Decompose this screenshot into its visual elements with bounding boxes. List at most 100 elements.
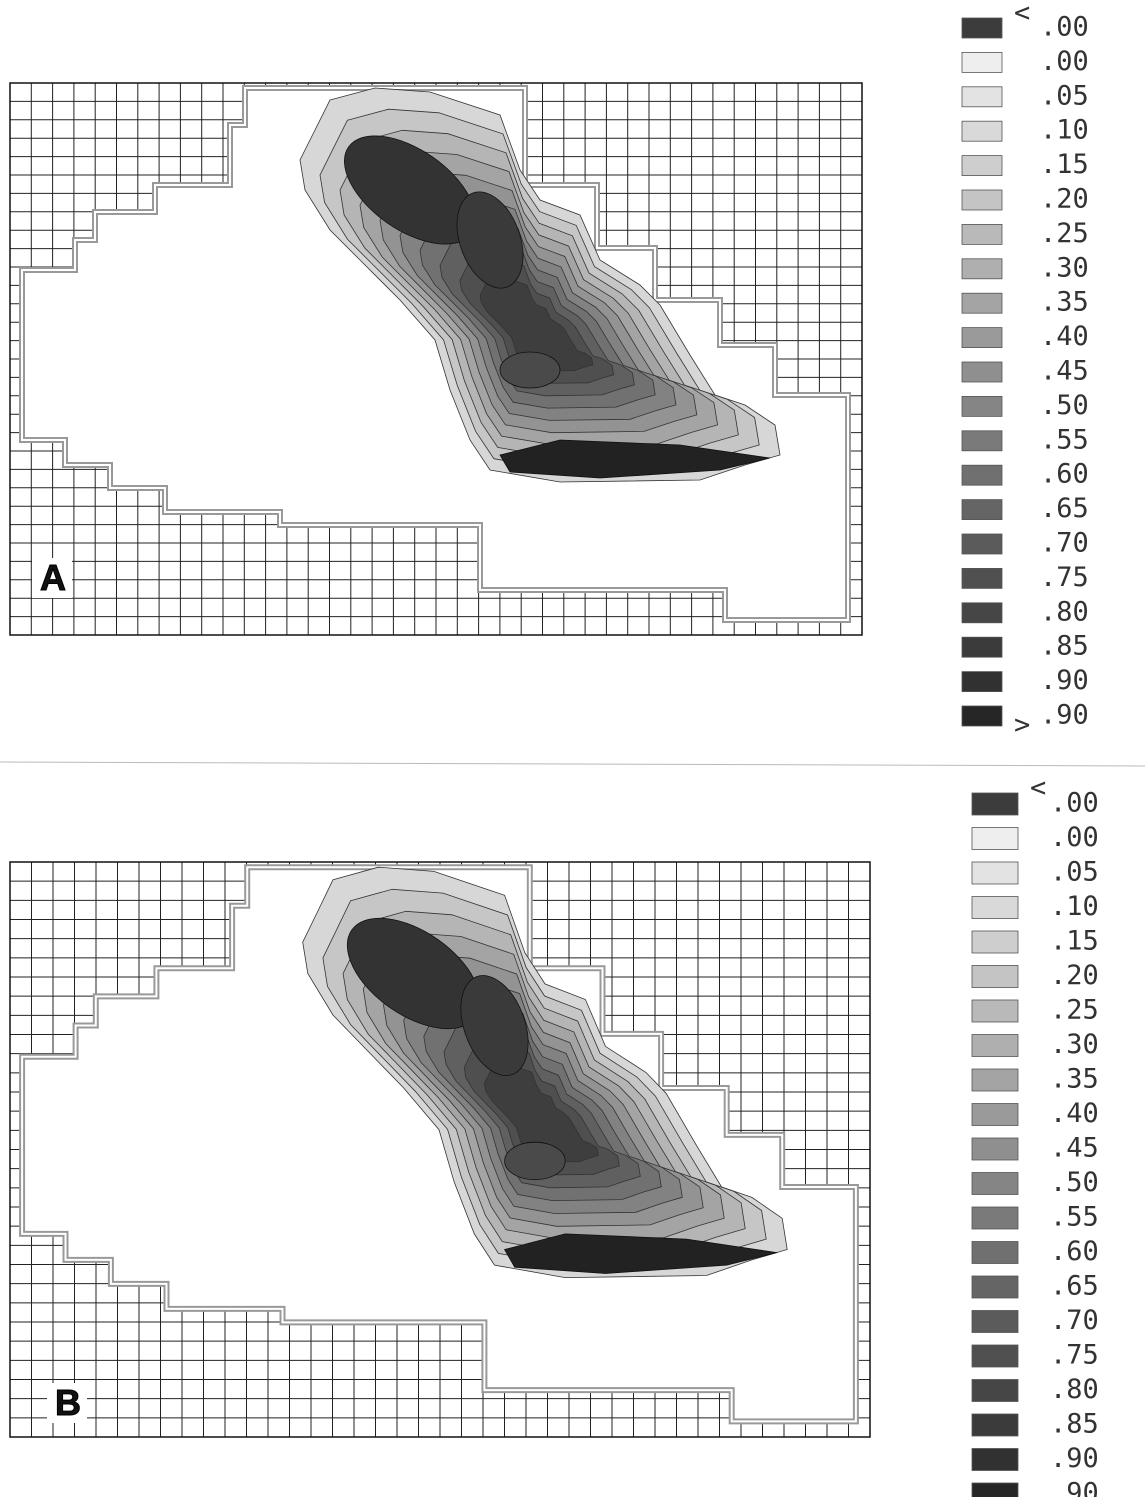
- contour-core: [503, 1233, 778, 1274]
- legend-swatch: [971, 1310, 1019, 1333]
- legend-label: .75: [1050, 1340, 1099, 1371]
- legend-label: .55: [1050, 1202, 1099, 1233]
- legend-label: .45: [1040, 356, 1089, 387]
- legend-label: .50: [1040, 390, 1089, 421]
- legend-swatch: [961, 189, 1003, 211]
- legend-label: .45: [1050, 1133, 1099, 1164]
- legend-label: .70: [1050, 1305, 1099, 1336]
- legend-label: .20: [1040, 184, 1089, 215]
- legend-swatch: [971, 1172, 1019, 1195]
- legend-label: .65: [1040, 493, 1089, 524]
- legend-swatch: [961, 86, 1003, 108]
- legend-swatch: [971, 792, 1019, 816]
- legend-label: .25: [1050, 995, 1099, 1026]
- map-frame: [9, 861, 871, 1438]
- legend-label: .15: [1050, 926, 1099, 957]
- legend-label: .15: [1040, 149, 1089, 180]
- legend-label: .85: [1050, 1409, 1099, 1440]
- contour-band: [483, 1065, 599, 1163]
- legend-marker: <: [1030, 773, 1046, 804]
- legend-swatch: [961, 223, 1003, 245]
- legend-swatch: [961, 533, 1003, 555]
- legend-label: .10: [1040, 115, 1089, 146]
- legend-swatch: [971, 1068, 1019, 1092]
- legend-swatch: [961, 155, 1003, 177]
- legend-label: .40: [1040, 321, 1089, 352]
- legend-label: .75: [1040, 562, 1089, 593]
- legend-swatch: [961, 568, 1003, 589]
- legend-label: .90: [1040, 700, 1089, 731]
- legend-label: .35: [1040, 287, 1089, 318]
- legend-label: .50: [1050, 1167, 1099, 1198]
- legend-label: .90: [1050, 1478, 1099, 1497]
- legend-swatch: [961, 499, 1003, 521]
- legend-swatch: [971, 999, 1019, 1023]
- legend-swatch: [961, 602, 1003, 624]
- map-panel: A: [9, 82, 863, 636]
- legend-swatch: [971, 896, 1019, 919]
- legend-label: .00: [1050, 788, 1099, 819]
- legend-marker: >: [1030, 1489, 1046, 1497]
- legend-swatch: [971, 1275, 1019, 1299]
- legend-swatch: [961, 17, 1003, 39]
- legend-label: .70: [1040, 528, 1089, 559]
- legend-swatch: [961, 292, 1003, 314]
- contour-core: [499, 351, 561, 389]
- legend-swatch: [961, 430, 1003, 452]
- legend-label: .20: [1050, 960, 1099, 991]
- map-frame: [9, 82, 863, 636]
- legend-swatch: [971, 1137, 1019, 1161]
- legend-label: .65: [1050, 1271, 1099, 1302]
- legend-swatch: [971, 1344, 1019, 1368]
- panel-label-bg: [32, 558, 72, 598]
- legend-label: .90: [1050, 1443, 1099, 1474]
- map-panel: B: [9, 861, 871, 1438]
- contour-core: [504, 1141, 566, 1181]
- legend-label: .00: [1040, 46, 1089, 77]
- panel-label: A: [40, 557, 66, 598]
- legend-swatch: [961, 705, 1003, 727]
- legend-swatch: [971, 1103, 1019, 1126]
- contour-core: [456, 191, 524, 289]
- legend-swatch: [961, 671, 1003, 692]
- legend-swatch: [971, 1034, 1019, 1057]
- legend-swatch: [971, 1241, 1019, 1264]
- legend-label: .85: [1040, 631, 1089, 662]
- legend-swatch: [971, 1448, 1019, 1471]
- legend-label: .80: [1040, 596, 1089, 627]
- legend-swatch: [971, 827, 1019, 850]
- legend-swatch: [971, 1379, 1019, 1402]
- legend-swatch: [971, 1413, 1019, 1437]
- legend-label: .35: [1050, 1064, 1099, 1095]
- contour-core: [499, 439, 771, 479]
- legend-label: .55: [1040, 424, 1089, 455]
- legend-label: .60: [1040, 459, 1089, 490]
- panel-label-bg: [47, 1383, 87, 1423]
- legend-label: .90: [1040, 665, 1089, 696]
- legend-label: .40: [1050, 1098, 1099, 1129]
- legend-marker: <: [1014, 0, 1030, 29]
- legend-swatch: [961, 52, 1003, 73]
- legend-label: .30: [1050, 1029, 1099, 1060]
- legend-swatch: [971, 1482, 1019, 1497]
- contour-band: [479, 278, 594, 372]
- legend-label: .80: [1050, 1374, 1099, 1405]
- legend-swatch: [971, 861, 1019, 885]
- legend-label: .00: [1040, 12, 1089, 43]
- legend-label: .05: [1050, 857, 1099, 888]
- separator: [0, 761, 1145, 767]
- legend-swatch: [961, 258, 1003, 280]
- legend-swatch: [961, 464, 1003, 486]
- legend-swatch: [961, 361, 1003, 383]
- legend-swatch: [961, 395, 1003, 417]
- legend-label: .00: [1050, 822, 1099, 853]
- legend-swatch: [971, 1206, 1019, 1230]
- legend-swatch: [961, 120, 1003, 142]
- legend-label: .10: [1050, 891, 1099, 922]
- contour-core: [460, 975, 529, 1076]
- legend-swatch: [971, 965, 1019, 988]
- panel-label: B: [55, 1382, 81, 1423]
- legend-swatch: [971, 930, 1019, 954]
